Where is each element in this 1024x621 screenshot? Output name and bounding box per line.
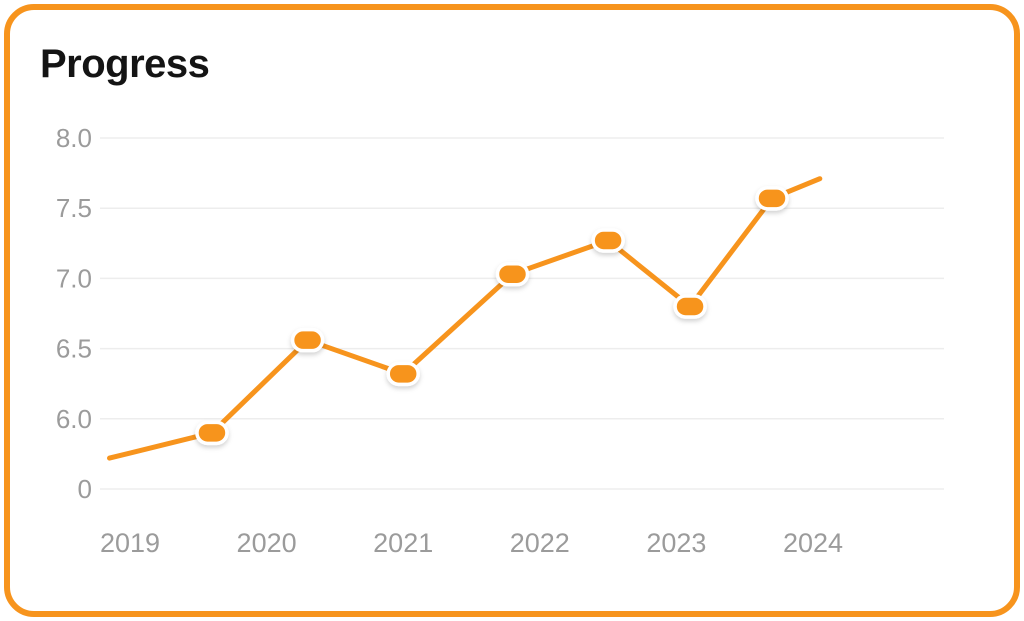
- y-axis-label: 0: [78, 474, 92, 504]
- data-point-marker[interactable]: [290, 327, 325, 353]
- y-axis-label: 7.0: [56, 263, 92, 293]
- y-axis-label: 8.0: [56, 123, 92, 153]
- x-axis-label: 2021: [373, 528, 433, 558]
- data-point-marker[interactable]: [755, 186, 789, 211]
- x-axis-label: 2024: [783, 528, 843, 558]
- data-point-marker[interactable]: [673, 294, 707, 319]
- data-point-marker[interactable]: [591, 228, 625, 253]
- data-point-marker[interactable]: [495, 261, 530, 287]
- progress-card: Progress 8.0 7.5 7.0 6.5 6.0 0 2019 2020 2021 202…: [4, 4, 1020, 617]
- data-point-marker[interactable]: [195, 420, 229, 446]
- progress-line: [107, 176, 823, 461]
- data-point-marker[interactable]: [386, 361, 420, 387]
- y-axis-label: 6.0: [56, 404, 92, 434]
- x-axis-label: 2020: [237, 528, 297, 558]
- chart-title: Progress: [40, 42, 210, 86]
- x-axis-label: 2022: [510, 528, 570, 558]
- x-axis-label: 2019: [100, 528, 160, 558]
- y-axis-label: 6.5: [56, 334, 92, 364]
- x-axis-label: 2023: [646, 528, 706, 558]
- y-axis-label: 7.5: [56, 193, 92, 223]
